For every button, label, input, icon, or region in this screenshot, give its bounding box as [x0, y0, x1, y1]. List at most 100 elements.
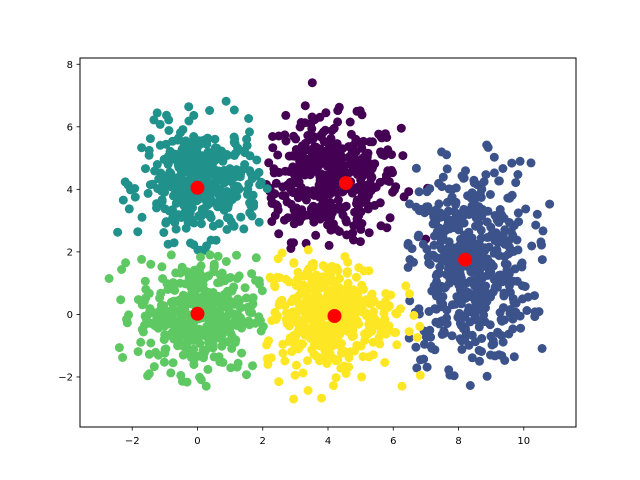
data-point	[202, 176, 212, 186]
data-point	[537, 240, 546, 250]
data-point	[219, 170, 229, 180]
data-point	[506, 226, 516, 236]
data-point	[245, 127, 254, 137]
data-point	[305, 170, 315, 180]
data-point	[328, 321, 338, 331]
data-point	[526, 158, 536, 168]
data-point	[339, 361, 349, 371]
data-point	[178, 290, 188, 300]
data-point	[224, 306, 234, 316]
data-point	[437, 244, 446, 254]
data-point	[364, 228, 374, 238]
data-point	[163, 151, 173, 161]
data-point	[273, 150, 283, 160]
y-tick-label: 6	[67, 122, 73, 133]
data-point	[144, 145, 154, 155]
data-point	[289, 394, 299, 404]
data-point	[160, 348, 170, 358]
data-point	[251, 275, 260, 285]
cluster-3	[113, 96, 272, 255]
data-point	[451, 299, 460, 309]
data-point	[222, 225, 232, 234]
data-point	[299, 319, 309, 329]
data-point	[209, 262, 219, 272]
data-point	[157, 262, 167, 272]
data-point	[146, 259, 156, 269]
data-point	[183, 191, 192, 200]
data-point	[247, 174, 257, 183]
data-point	[307, 78, 317, 88]
data-point	[470, 310, 480, 320]
data-point	[176, 166, 186, 176]
data-point	[315, 112, 325, 122]
data-point	[254, 167, 264, 177]
data-point	[299, 328, 309, 338]
x-tick-label: 8	[455, 436, 461, 447]
data-point	[130, 184, 140, 193]
data-point	[454, 308, 464, 318]
data-point	[229, 282, 239, 292]
data-point	[229, 105, 239, 115]
data-point	[225, 164, 235, 174]
data-point	[215, 202, 224, 211]
data-point	[239, 146, 249, 156]
data-point	[482, 233, 492, 242]
data-point	[401, 281, 411, 291]
data-point	[274, 131, 284, 141]
data-point	[244, 114, 254, 123]
data-point	[140, 276, 150, 286]
data-point	[150, 166, 160, 176]
data-point	[183, 217, 193, 227]
data-point	[338, 298, 348, 308]
data-point	[163, 239, 173, 249]
data-point	[289, 258, 299, 268]
data-point	[369, 307, 379, 317]
data-point	[498, 230, 508, 240]
data-point	[159, 335, 169, 345]
data-point	[297, 282, 307, 292]
data-point	[468, 238, 478, 248]
data-points	[104, 78, 555, 404]
data-point	[320, 208, 330, 218]
data-point	[212, 291, 222, 301]
data-point	[326, 198, 335, 208]
data-point	[265, 272, 275, 282]
data-point	[323, 139, 333, 149]
data-point	[348, 301, 358, 310]
data-point	[144, 369, 154, 379]
data-point	[146, 338, 156, 348]
x-tick-label: 2	[260, 436, 266, 447]
data-point	[431, 271, 441, 281]
data-point	[357, 372, 367, 382]
data-point	[280, 356, 290, 366]
data-point	[438, 292, 448, 302]
data-point	[152, 108, 162, 118]
data-point	[217, 341, 227, 351]
data-point	[224, 213, 234, 223]
data-point	[267, 316, 277, 325]
data-point	[507, 158, 517, 168]
x-tick-label: 4	[325, 436, 331, 447]
data-point	[232, 250, 241, 260]
data-point	[249, 198, 259, 208]
data-point	[522, 306, 532, 315]
data-point	[159, 228, 169, 237]
data-point	[263, 359, 273, 369]
data-point	[442, 319, 452, 329]
data-point	[355, 237, 365, 247]
data-point	[467, 208, 477, 218]
data-point	[424, 307, 434, 316]
data-point	[205, 250, 215, 260]
data-point	[210, 311, 220, 320]
data-point	[391, 328, 401, 337]
data-point	[520, 282, 530, 291]
data-point	[313, 291, 323, 301]
data-point	[425, 206, 435, 216]
data-point	[221, 316, 231, 325]
data-point	[203, 364, 213, 374]
data-point	[283, 213, 293, 223]
data-point	[289, 205, 299, 215]
data-point	[271, 178, 281, 188]
data-point	[245, 320, 254, 330]
data-point	[155, 140, 165, 150]
